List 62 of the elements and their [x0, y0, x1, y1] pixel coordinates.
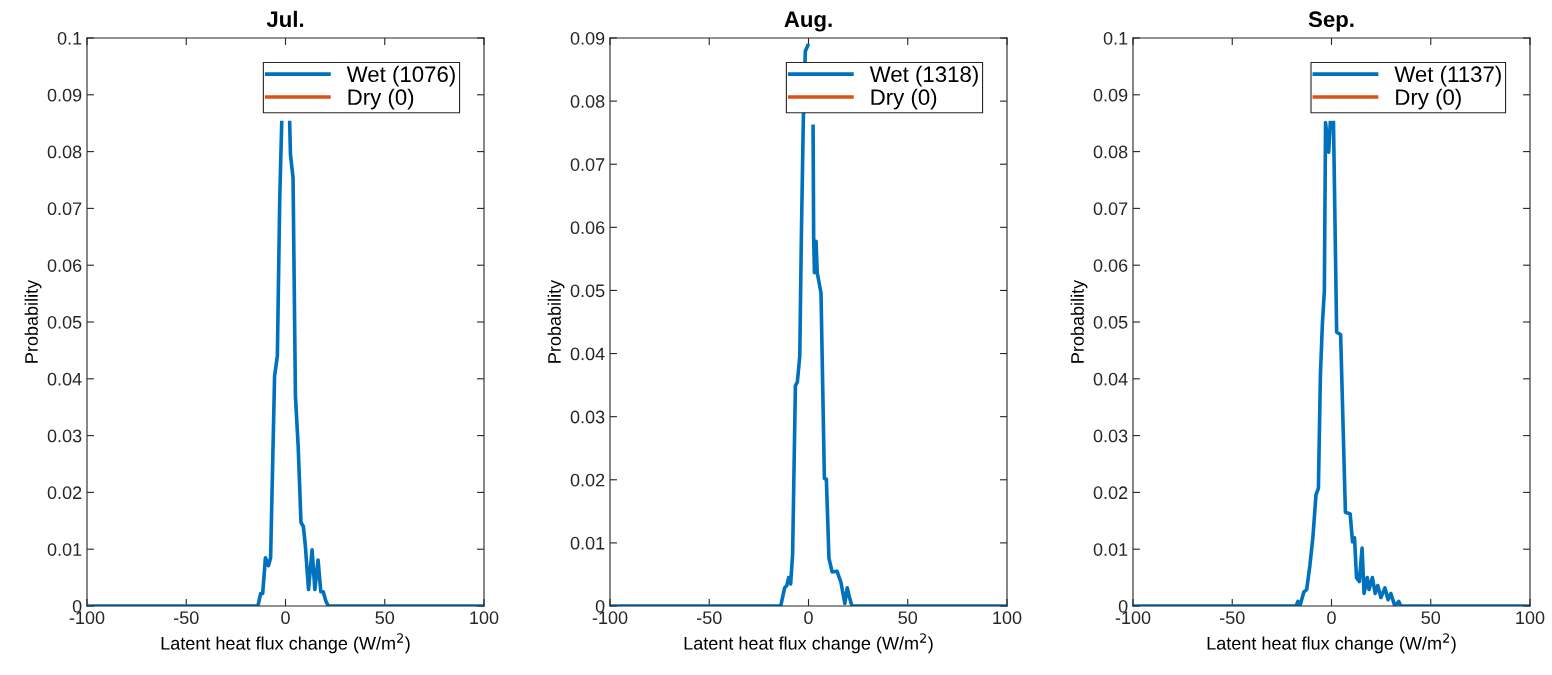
legend-label: Dry (0) [1396, 88, 1461, 110]
x-tick-label: -50 [1220, 611, 1245, 625]
y-axis-title: Probability [24, 279, 42, 363]
y-tick-label: 0.03 [1093, 429, 1128, 443]
y-tick-label: 0.03 [47, 429, 82, 443]
legend-label: Wet (1318) [869, 65, 978, 87]
x-tick-label: 100 [1516, 611, 1545, 625]
x-tick-label: -100 [69, 611, 105, 625]
y-tick-label: 0.09 [570, 31, 605, 45]
y-axis-title: Probability [1070, 279, 1088, 363]
y-tick-label: 0.03 [570, 410, 605, 424]
y-tick-label: 0 [595, 599, 605, 613]
y-tick-label: 0.08 [47, 145, 82, 159]
y-tick-label: 0 [72, 599, 82, 613]
y-tick-label: 0.07 [1093, 202, 1128, 216]
x-axis-title: Latent heat flux change (W/m$^{2}$) [684, 633, 933, 654]
y-tick-label: 0.07 [570, 158, 605, 171]
y-tick-label: 0.06 [570, 221, 605, 235]
y-tick-label: 0.09 [1093, 88, 1128, 102]
x-tick-label: 0 [281, 611, 290, 625]
legend-label: Wet (1137) [1394, 65, 1501, 87]
legend-label: Dry (0) [871, 88, 937, 110]
chart-title: Sep. [1308, 11, 1354, 32]
legend-label: Wet (1076) [346, 65, 455, 87]
y-tick-label: 0.06 [1093, 259, 1128, 272]
y-tick-label: 0.05 [47, 315, 82, 329]
x-tick-label: -100 [1115, 611, 1151, 625]
y-tick-label: 0.02 [570, 473, 605, 487]
chart-title: Jul. [266, 10, 304, 28]
y-tick-label: 0.04 [570, 347, 605, 361]
x-tick-label: 100 [993, 611, 1022, 625]
y-tick-label: 0.08 [570, 95, 605, 108]
x-tick-label: 0 [804, 611, 813, 625]
x-tick-label: -100 [592, 611, 628, 625]
chart-title: Aug. [784, 11, 832, 32]
y-tick-label: 0.07 [47, 202, 82, 216]
y-tick-label: 0.06 [47, 259, 82, 272]
y-tick-label: 0.04 [47, 372, 82, 386]
y-tick-label: 0.1 [1103, 31, 1128, 45]
y-tick-label: 0 [1118, 599, 1128, 613]
y-tick-label: 0.05 [1093, 315, 1128, 329]
x-tick-label: -50 [174, 611, 199, 625]
x-tick-label: 100 [470, 611, 499, 625]
y-tick-label: 0.05 [570, 284, 605, 298]
x-tick-label: 50 [375, 611, 395, 625]
x-tick-label: 50 [898, 611, 918, 625]
x-tick-label: 0 [1327, 611, 1336, 625]
y-tick-label: 0.09 [47, 88, 82, 102]
y-tick-label: 0.02 [47, 486, 82, 500]
x-tick-label: 50 [1421, 611, 1441, 625]
y-axis-title: Probability [547, 279, 565, 363]
x-tick-label: -50 [697, 611, 722, 625]
y-tick-label: 0.01 [1093, 543, 1128, 556]
y-tick-label: 0.04 [1093, 372, 1128, 386]
x-axis-title: Latent heat flux change (W/m$^{2}$) [161, 633, 410, 654]
y-tick-label: 0.01 [570, 536, 605, 550]
y-tick-label: 0.1 [57, 31, 82, 45]
y-tick-label: 0.08 [1093, 145, 1128, 159]
y-tick-label: 0.01 [47, 543, 82, 556]
x-axis-title: Latent heat flux change (W/m$^{2}$) [1207, 633, 1456, 654]
y-tick-label: 0.02 [1093, 486, 1128, 500]
legend-label: Dry (0) [348, 88, 414, 110]
